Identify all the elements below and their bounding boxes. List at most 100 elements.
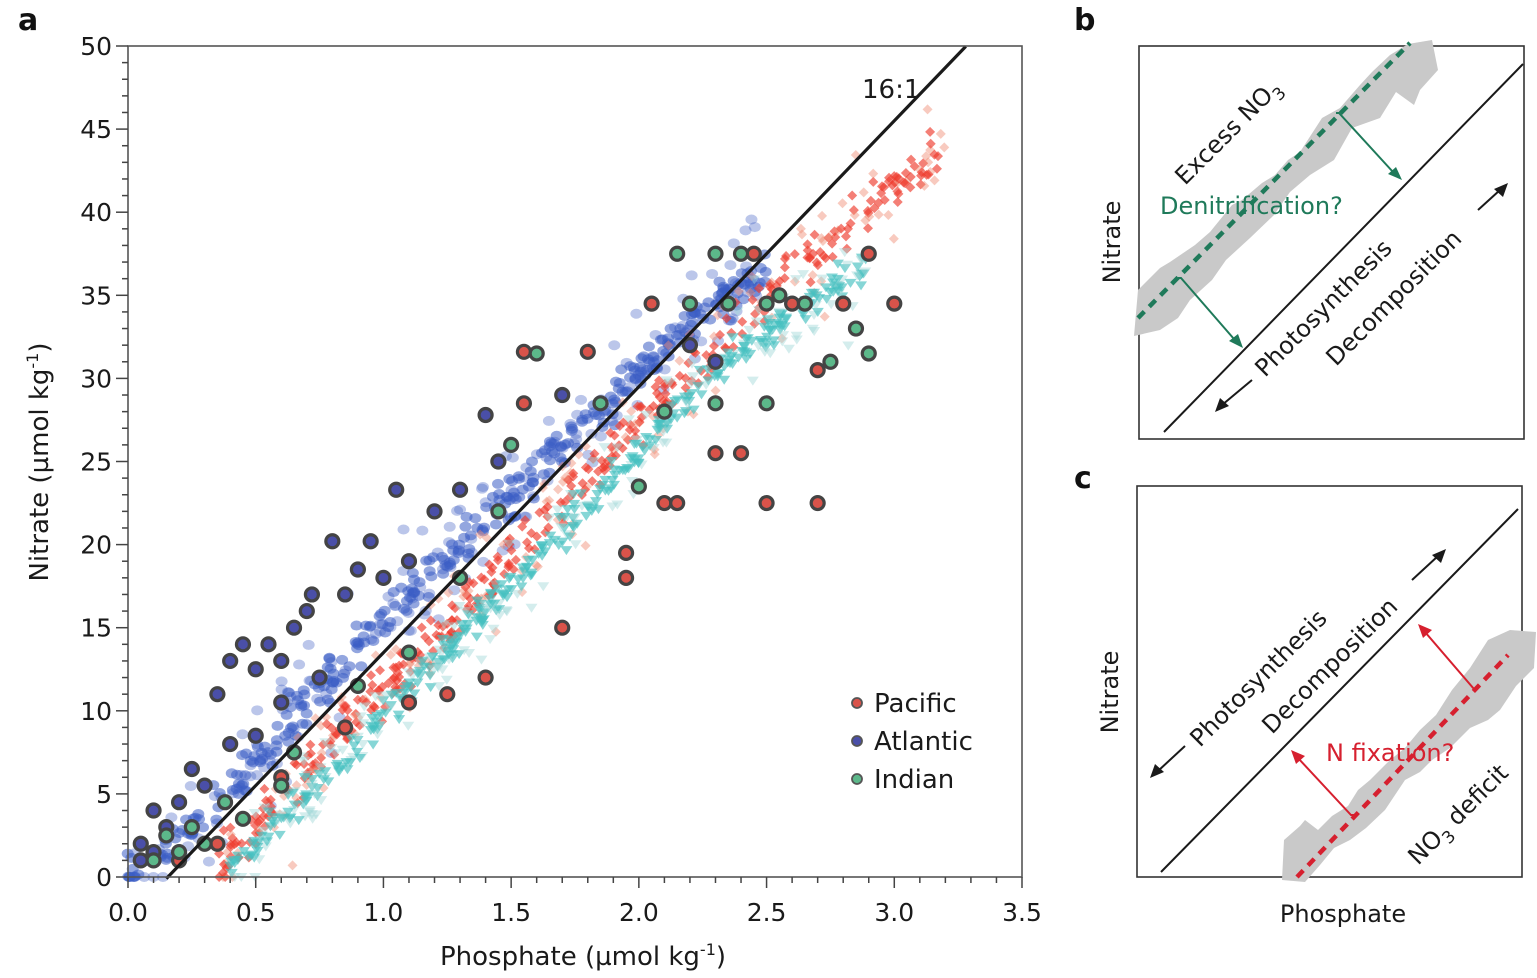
cloud-point [564, 489, 577, 499]
cloud-point [879, 195, 890, 206]
station-point-pacific [400, 694, 418, 711]
cloud-point [759, 343, 772, 353]
cloud-point [520, 515, 531, 526]
cloud-point [359, 620, 372, 631]
decomposition-arrow [1411, 555, 1439, 581]
cloud-point [708, 331, 719, 342]
cloud-point [500, 606, 513, 616]
cloud-point [398, 659, 409, 670]
cloud-point [606, 502, 619, 512]
station-point-atlantic [303, 586, 321, 603]
cloud-point [636, 401, 647, 412]
station-point-indian [707, 245, 724, 262]
cloud-point [484, 635, 497, 645]
cloud-point [664, 323, 677, 334]
cloud-point [755, 336, 768, 346]
cloud-point [443, 587, 454, 598]
cloud-point [858, 187, 869, 198]
cloud-point [859, 267, 872, 277]
cloud-point [809, 229, 820, 240]
station-point-atlantic [234, 636, 252, 653]
cloud-point [560, 546, 573, 556]
cloud-point [535, 448, 548, 459]
cloud-point [671, 395, 684, 405]
cloud-point [323, 652, 336, 663]
station-point-indian [400, 644, 418, 661]
arrowhead-icon [1215, 398, 1229, 412]
cloud-point [750, 308, 761, 319]
cloud-point [280, 709, 293, 720]
cloud-point [315, 720, 326, 731]
cloud-point [621, 464, 634, 474]
cloud-point [333, 767, 346, 777]
cloud-point [816, 233, 827, 244]
cloud-point [539, 504, 550, 515]
x-axis-title: Phosphate (µmol kg-1) [440, 940, 726, 972]
cloud-point [892, 186, 903, 197]
cloud-point [674, 355, 685, 366]
cloud-point [806, 324, 819, 334]
y-tick-label: 30 [80, 364, 112, 393]
cloud-point [725, 352, 738, 362]
x-tick-label: 0.5 [236, 898, 276, 927]
station-point-indian [707, 395, 724, 412]
cloud-point [197, 822, 210, 833]
cloud-point [657, 438, 670, 448]
cloud-point [737, 294, 750, 305]
cloud-point [900, 167, 911, 178]
station-point-atlantic [554, 386, 571, 404]
cloud-point [789, 249, 800, 260]
cloud-point [282, 687, 295, 698]
cloud-point [184, 781, 197, 792]
cloud-point [288, 800, 301, 810]
cloud-point [357, 719, 370, 729]
cloud-point [663, 340, 674, 351]
cloud-point [935, 128, 946, 139]
station-point-indian [758, 395, 775, 412]
cloud-point [459, 606, 472, 616]
cloud-point [305, 779, 318, 789]
cloud-point [287, 860, 298, 871]
station-point-indian [183, 819, 200, 836]
panel-c-frame [1136, 485, 1523, 878]
cloud-point [502, 585, 515, 595]
cloud-point [779, 273, 790, 284]
cloud-point [688, 353, 701, 364]
cloud-point [387, 587, 400, 598]
cloud-point [795, 223, 806, 234]
y-tick-label: 10 [80, 697, 112, 726]
cloud-point [325, 744, 338, 754]
cloud-point [608, 470, 621, 480]
cloud-point [404, 659, 415, 670]
cloud-point [643, 434, 656, 444]
cloud-point [898, 177, 909, 188]
cloud-point [225, 842, 236, 853]
cloud-point [560, 472, 571, 483]
station-point-atlantic [451, 481, 469, 498]
cloud-point [593, 466, 604, 477]
cloud-point [313, 769, 326, 779]
station-point-indian [234, 810, 252, 827]
cloud-point [230, 783, 243, 794]
cloud-point [624, 361, 637, 372]
cloud-point [844, 278, 857, 288]
cloud-point [869, 203, 880, 214]
cloud-point [666, 377, 677, 388]
panel-label-a: a [18, 3, 38, 38]
cloud-point [868, 176, 879, 187]
cloud-point [375, 608, 388, 619]
x-tick-label: 1.0 [364, 898, 404, 927]
station-point-indian [847, 320, 865, 337]
cloud-point [779, 262, 790, 273]
x-tick-label: 3.0 [874, 898, 914, 927]
decomposition-arrow [1477, 189, 1501, 211]
cloud-point [289, 758, 300, 769]
cloud-point [382, 622, 395, 633]
station-point-pacific [732, 445, 750, 462]
cloud-point [888, 233, 899, 244]
cloud-point [484, 588, 497, 598]
cloud-point [231, 837, 242, 848]
station-point-pacific [809, 494, 826, 512]
cloud-point [356, 740, 369, 750]
